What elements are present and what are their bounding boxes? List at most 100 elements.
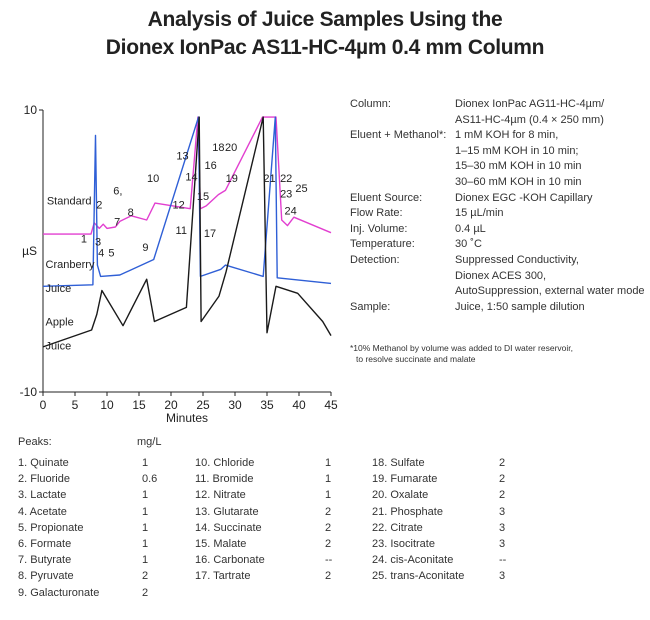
x-tick-label: 10 (100, 398, 114, 412)
peak-concentration: 2 (142, 570, 149, 583)
condition-label: Eluent + Methanol*: (350, 129, 447, 142)
peak-label: 10 (147, 173, 159, 185)
condition-value: AutoSuppression, external water mode (455, 285, 645, 298)
peak-concentration: 2 (499, 473, 506, 486)
condition-value: 30–60 mM KOH in 10 min (455, 175, 582, 188)
peak-label: 6, (113, 186, 122, 198)
chart-title-line-1: Analysis of Juice Samples Using the (147, 8, 503, 31)
peak-name: 10. Chloride (195, 457, 255, 469)
peak-name: 9. Galacturonate (18, 586, 100, 599)
condition-label: Flow Rate: (350, 207, 403, 220)
peak-label: 25 (295, 183, 307, 195)
condition-value: 1–15 mM KOH in 10 min; (455, 144, 579, 157)
peaks-header: Peaks: (18, 436, 52, 448)
peak-name: 22. Citrate (372, 521, 423, 534)
peak-name: 6. Formate (18, 538, 72, 550)
trace-label: Standard (47, 195, 92, 207)
peak-concentration: 3 (499, 521, 506, 534)
peak-name: 14. Succinate (195, 521, 262, 534)
peak-label: 23 (280, 188, 292, 200)
series-line-apple-juice (42, 116, 332, 348)
peak-name: 8. Pyruvate (18, 570, 74, 583)
condition-value: 0.4 µL (455, 222, 486, 235)
peak-concentration: -- (325, 554, 333, 567)
condition-value: Dionex ACES 300, (455, 269, 547, 282)
peak-label: 5 (108, 248, 114, 260)
condition-value: 30 ˚C (455, 238, 482, 251)
peak-label: 19 (226, 173, 238, 185)
trace-label: Juice (46, 341, 72, 353)
peaks-unit-header: mg/L (137, 436, 162, 448)
peak-label: 12 (173, 200, 185, 212)
peak-label: 11 (176, 225, 187, 237)
x-tick-label: 40 (292, 398, 306, 412)
peak-name: 24. cis-Aconitate (372, 554, 454, 567)
x-tick-label: 5 (72, 398, 79, 412)
peak-concentration: 2 (325, 570, 332, 583)
peak-concentration: 2 (325, 521, 332, 534)
peak-label: 7 (114, 217, 120, 229)
peak-name: 5. Propionate (18, 521, 84, 534)
peak-concentration: 1 (142, 457, 149, 469)
peak-concentration: 2 (499, 457, 506, 469)
x-tick-label: 15 (132, 398, 146, 412)
trace-label: Juice (46, 283, 72, 295)
condition-value: Dionex EGC -KOH Capillary (455, 191, 593, 204)
peak-label: 16 (205, 160, 217, 172)
peak-label: 21 (263, 173, 275, 185)
peak-concentration: 1 (325, 457, 332, 469)
peak-name: 17. Tartrate (195, 570, 251, 583)
peak-label: 1 (81, 234, 87, 246)
x-tick-label: 35 (260, 398, 274, 412)
peak-label: 9 (142, 242, 148, 254)
peak-label: 13 (176, 150, 188, 162)
condition-value: 15–30 mM KOH in 10 min (455, 160, 582, 173)
condition-value: 1 mM KOH for 8 min, (455, 129, 559, 142)
peak-concentration: 1 (142, 538, 149, 550)
peak-name: 21. Phosphate (372, 505, 443, 518)
trace-label: Cranberry (46, 259, 95, 271)
peak-concentration: 2 (142, 586, 149, 599)
series-line-standard (43, 116, 332, 235)
peak-concentration: -- (499, 554, 507, 567)
condition-value: 15 µL/min (455, 207, 504, 220)
x-tick-label: 45 (324, 398, 338, 412)
x-tick-label: 30 (228, 398, 242, 412)
peak-concentration: 0.6 (142, 473, 158, 486)
peak-label: 22 (280, 173, 292, 185)
peak-label: 15 (197, 191, 209, 203)
y-axis-label: µS (22, 244, 37, 258)
condition-label: Sample: (350, 300, 391, 313)
peak-label: 14 (185, 172, 197, 184)
peak-name: 25. trans-Aconitate (372, 570, 465, 583)
condition-value: Dionex IonPac AG11-HC-4µm/ (455, 98, 605, 110)
peak-label: 17 (204, 228, 216, 240)
condition-label: Temperature: (350, 238, 415, 251)
condition-label: Detection: (350, 254, 400, 266)
peak-name: 3. Lactate (18, 489, 67, 502)
peak-name: 1. Quinate (18, 457, 69, 469)
condition-label: Inj. Volume: (350, 222, 408, 235)
peak-label: 2 (96, 200, 102, 212)
peak-name: 16. Carbonate (195, 554, 265, 567)
x-axis-label: Minutes (166, 411, 208, 425)
peak-name: 20. Oxalate (372, 489, 429, 502)
peak-concentration: 1 (325, 473, 332, 486)
peak-label: 24 (285, 205, 297, 217)
peak-concentration: 3 (499, 570, 506, 583)
peak-concentration: 1 (142, 489, 149, 502)
x-tick-label: 20 (164, 398, 178, 412)
peak-concentration: 3 (499, 505, 506, 518)
trace-label: Apple (46, 317, 74, 329)
peak-name: 4. Acetate (18, 505, 67, 518)
peak-concentration: 1 (142, 505, 149, 518)
peak-label: 18 (212, 142, 224, 154)
chart-title-line-2: Dionex IonPac AS11-HC-4µm 0.4 mm Column (105, 36, 545, 59)
condition-value: AS11-HC-4µm (0.4 × 250 mm) (455, 113, 604, 126)
footnote-line: *10% Methanol by volume was added to DI … (350, 343, 574, 353)
peak-name: 13. Glutarate (195, 505, 259, 518)
condition-label: Eluent Source: (350, 191, 423, 204)
peak-concentration: 2 (499, 489, 506, 502)
